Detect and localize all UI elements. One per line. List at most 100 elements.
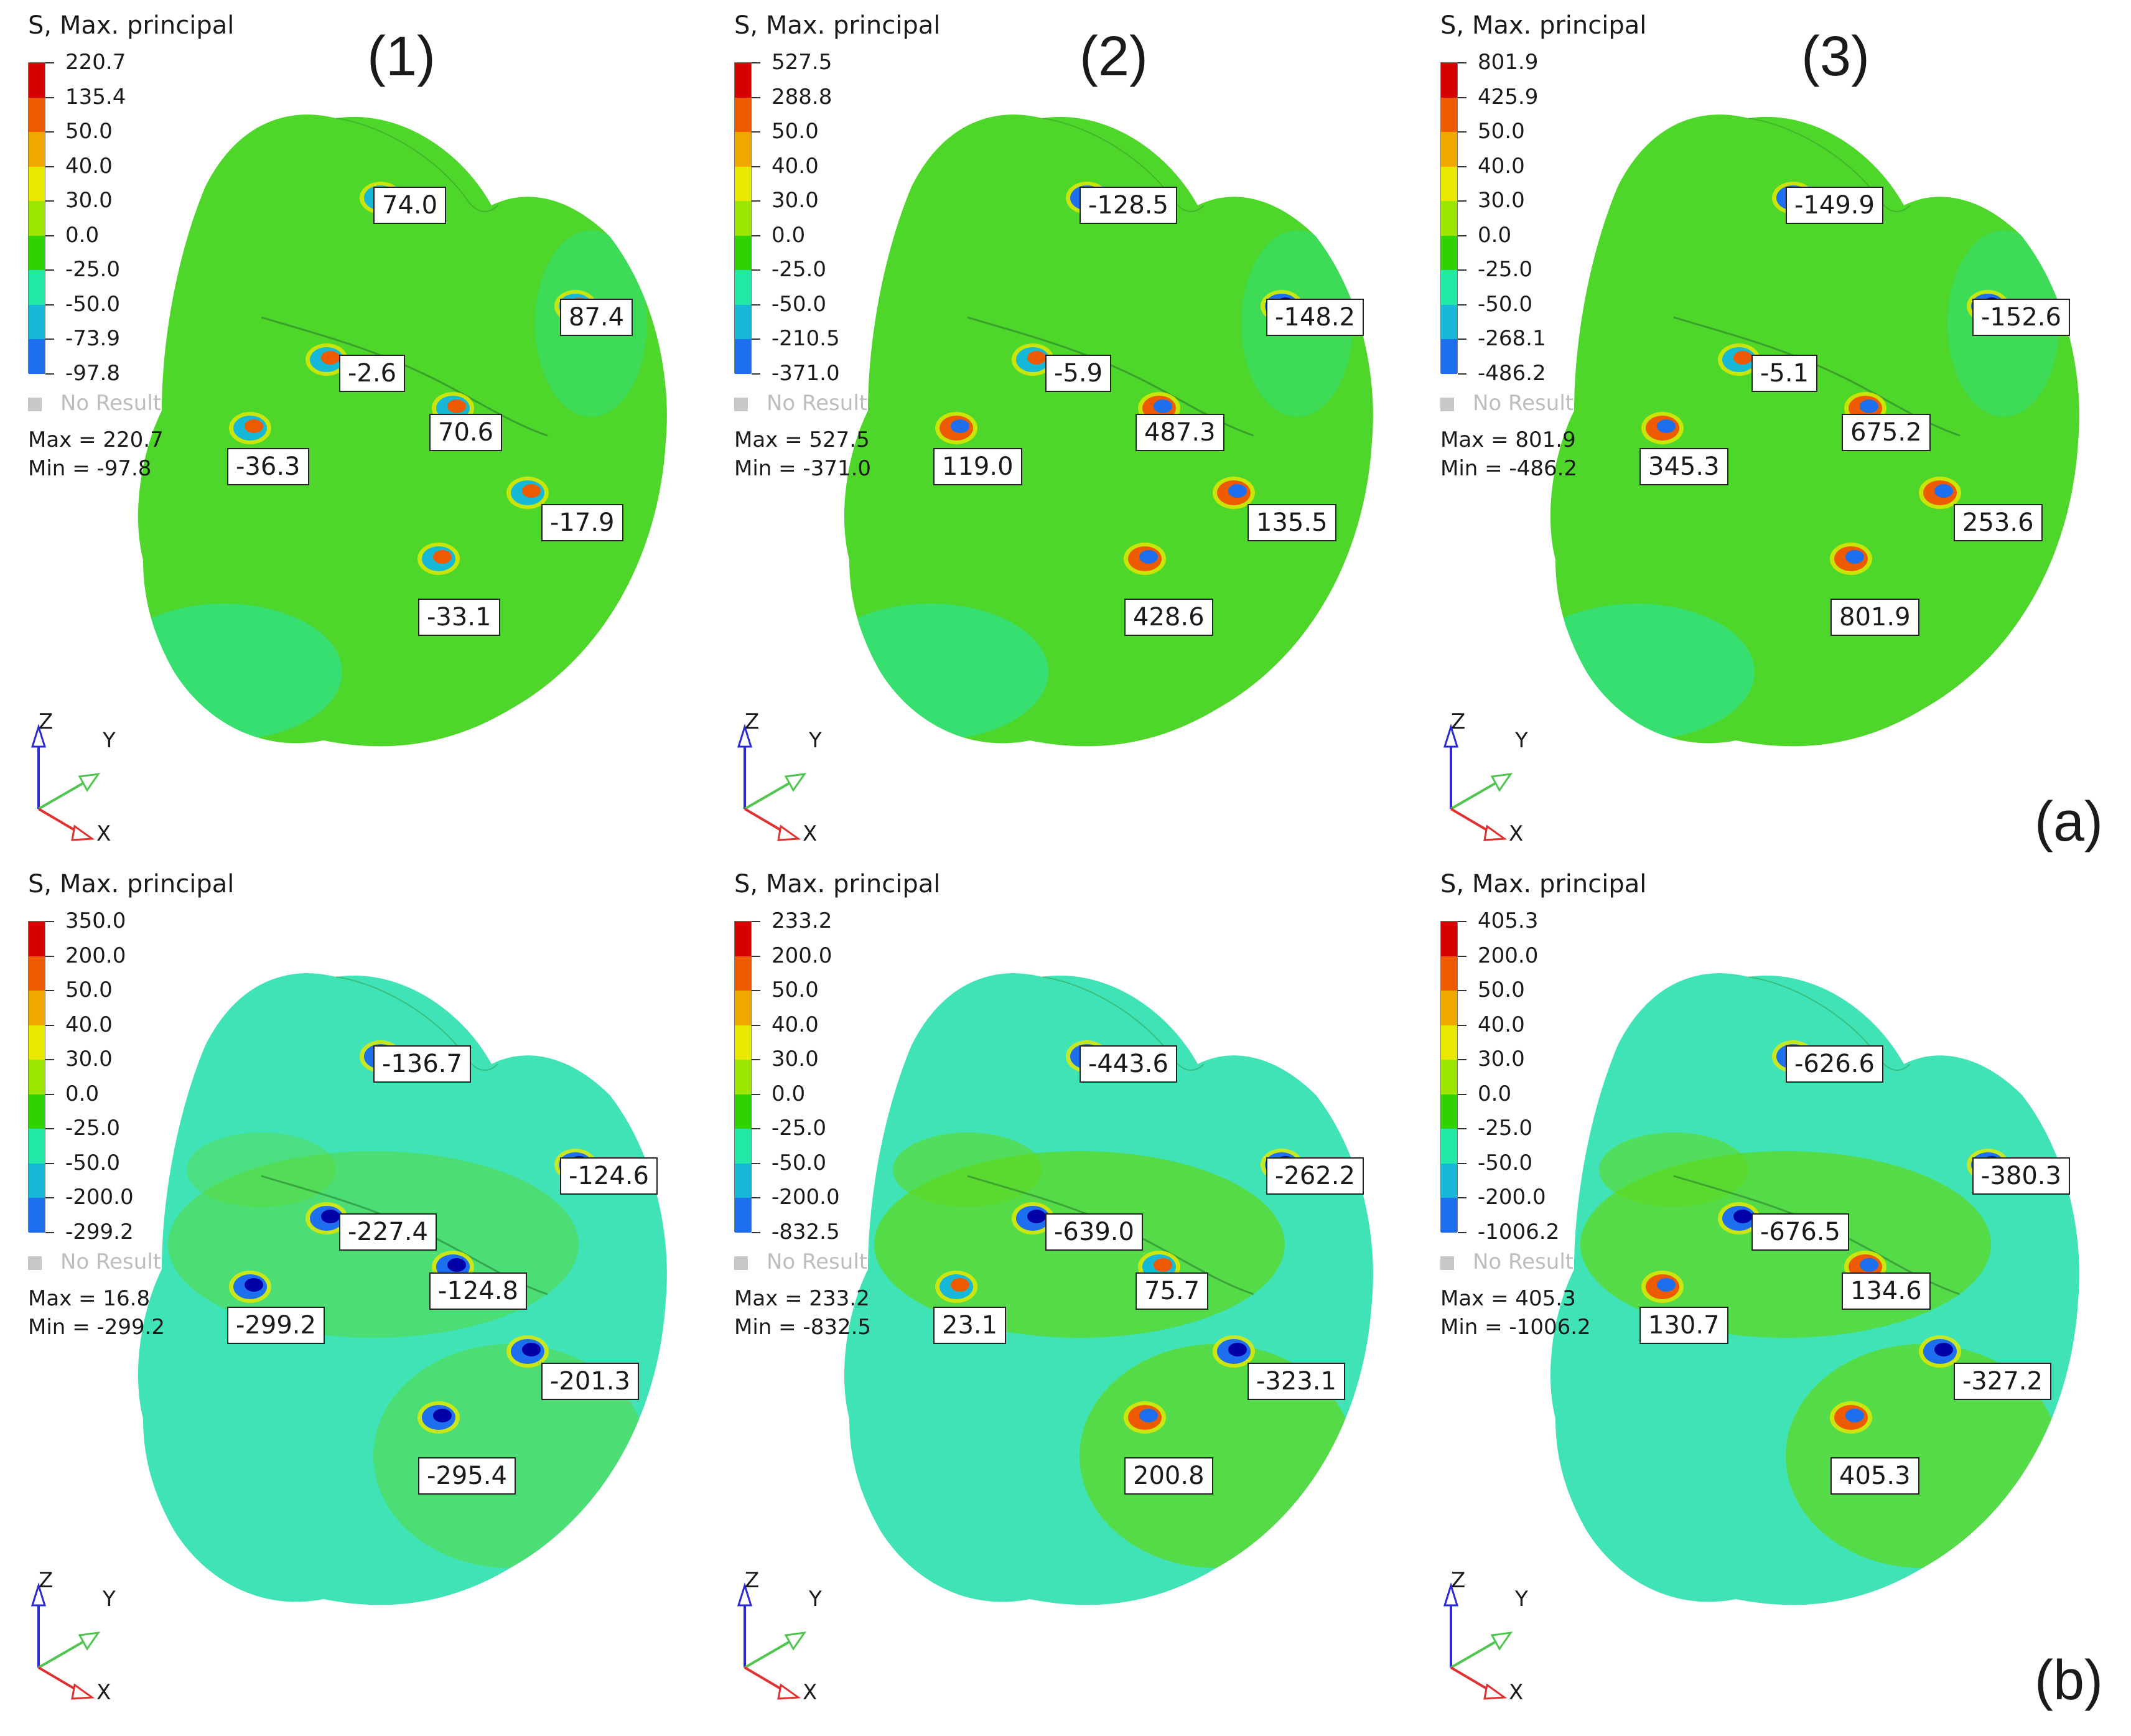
legend-title: S, Max. principal (28, 870, 235, 898)
legend-tick (1458, 1128, 1467, 1130)
legend-tick-label: -200.0 (65, 1185, 134, 1210)
legend-tick (1458, 96, 1467, 98)
stress-spot (1124, 1401, 1166, 1434)
legend-tick-label: 220.7 (65, 50, 126, 75)
probe-value-label: -33.1 (418, 599, 500, 636)
probe-value-label: -5.1 (1751, 355, 1818, 392)
no-result-entry: No Result (734, 391, 867, 416)
stress-spot (305, 1202, 348, 1234)
legend-tick-label: -97.8 (65, 361, 120, 386)
legend-swatch (735, 270, 751, 305)
y-axis-head (1490, 773, 1513, 792)
legend-tick (1458, 269, 1467, 271)
y-axis-head (784, 1631, 807, 1651)
stress-spot (305, 343, 348, 376)
legend-tick-label: 30.0 (65, 188, 113, 213)
z-axis-label: Z (745, 709, 760, 734)
no-result-entry: No Result (734, 1249, 867, 1274)
legend-tick-label: 350.0 (65, 908, 126, 933)
x-axis-label: X (96, 1680, 111, 1705)
probe-value-label: 134.6 (1842, 1272, 1931, 1310)
stress-spot (1718, 343, 1760, 376)
legend-swatch (29, 1198, 45, 1233)
x-axis-label: X (1509, 1680, 1524, 1705)
tooth-ridge (1748, 976, 1911, 1071)
legend-color-bar (1440, 921, 1458, 1233)
green-stress-region (1599, 1132, 1748, 1207)
max-min-readout: Max = 801.9 Min = -486.2 (1440, 426, 1577, 483)
no-result-label: No Result (60, 1249, 162, 1274)
legend-tick (752, 955, 760, 957)
stress-spot (1124, 543, 1166, 575)
legend-tick (45, 1128, 54, 1130)
legend-tick (1458, 955, 1467, 957)
axis-triad: Z Y X (19, 1568, 156, 1705)
no-result-entry: No Result (1440, 391, 1574, 416)
legend-tick-label: -200.0 (772, 1185, 840, 1210)
legend-tick (752, 1024, 760, 1026)
column-label-3: (3) (1801, 26, 1870, 88)
legend-swatch (735, 922, 751, 956)
probe-value-label: 135.5 (1247, 504, 1336, 541)
y-axis-arrow (744, 1638, 794, 1669)
legend-tick (45, 373, 54, 375)
legend-swatch (29, 1060, 45, 1094)
panel-b1: S, Max. principal 350.0 200.0 50.0 40.0 30.0 0… (0, 859, 709, 1717)
legend-tick (45, 166, 54, 167)
axis-triad: Z Y X (19, 709, 156, 846)
probe-value-label: -227.4 (339, 1213, 437, 1251)
legend-tick (45, 1024, 54, 1026)
max-value: Max = 405.3 (1440, 1286, 1576, 1311)
stress-spot (229, 1271, 271, 1303)
probe-value-label: -136.7 (373, 1045, 471, 1083)
legend-tick (45, 269, 54, 271)
occlusal-fissure (261, 316, 548, 437)
probe-value-label: -152.6 (1972, 299, 2070, 336)
legend-swatch (1441, 166, 1457, 202)
legend-swatch (29, 201, 45, 236)
no-result-label: No Result (1473, 391, 1574, 416)
legend-swatch (735, 1094, 751, 1129)
no-result-entry: No Result (1440, 1249, 1574, 1274)
probe-value-label: -323.1 (1247, 1363, 1345, 1400)
legend-swatch (29, 304, 45, 340)
legend-tick (1458, 131, 1467, 133)
probe-value-label: 70.6 (429, 414, 503, 451)
legend-tick-label: -268.1 (1478, 326, 1546, 352)
legend-tick-label: 40.0 (772, 153, 819, 179)
legend-tick (752, 373, 760, 375)
legend-swatch (29, 991, 45, 1025)
y-axis-head (784, 773, 807, 792)
legend-tick-label: -50.0 (1478, 291, 1532, 317)
probe-value-label: -201.3 (541, 1363, 639, 1400)
legend-tick-label: -50.0 (772, 1150, 826, 1175)
color-legend: 220.7 135.4 50.0 40.0 30.0 0.0 -25.0 -50.0 -73.9… (28, 52, 177, 386)
legend-tick-label: -50.0 (1478, 1150, 1532, 1175)
stress-spot (1213, 1335, 1255, 1368)
probe-value-label: -626.6 (1786, 1045, 1883, 1083)
legend-tick-label: 40.0 (65, 1012, 113, 1037)
max-value: Max = 220.7 (28, 427, 164, 452)
probe-value-label: -17.9 (541, 504, 623, 541)
y-axis-label: Y (1515, 728, 1528, 753)
probe-value-label: 74.0 (373, 187, 447, 224)
max-min-readout: Max = 527.5 Min = -371.0 (734, 426, 871, 483)
green-stress-region (893, 1132, 1042, 1207)
legend-tick-label: 50.0 (1478, 978, 1525, 1003)
legend-tick-label: -486.2 (1478, 361, 1546, 386)
legend-tick (1458, 166, 1467, 167)
legend-tick-label: -73.9 (65, 326, 120, 352)
legend-tick-label: 0.0 (772, 1081, 806, 1106)
legend-tick (752, 1093, 760, 1095)
probe-value-label: 119.0 (933, 448, 1022, 485)
no-result-swatch (28, 1256, 42, 1270)
tooth-surface (138, 114, 667, 747)
y-axis-label: Y (103, 728, 116, 753)
legend-tick-label: 135.4 (65, 84, 126, 110)
min-value: Min = -299.2 (28, 1315, 166, 1340)
no-result-swatch (28, 397, 42, 411)
x-axis-label: X (96, 821, 111, 846)
green-stress-region (373, 1344, 647, 1568)
probe-value-label: 130.7 (1639, 1307, 1728, 1344)
legend-tick-label: -299.2 (65, 1220, 134, 1244)
